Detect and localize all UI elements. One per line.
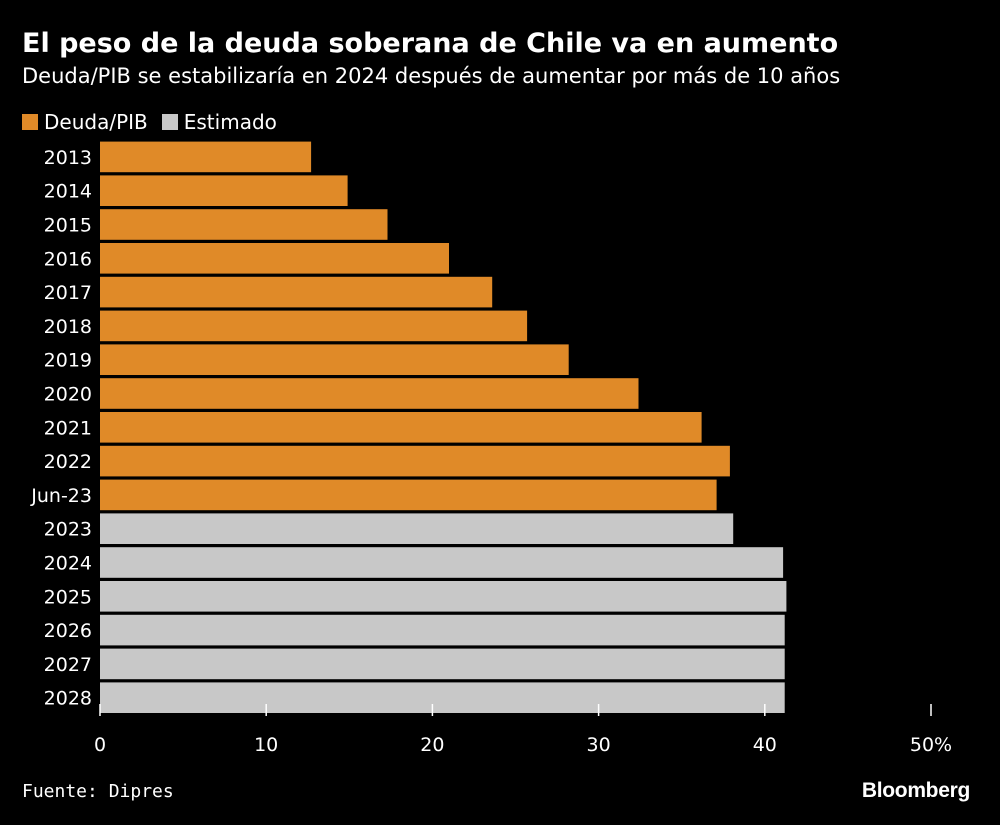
legend: Deuda/PIB Estimado: [22, 109, 291, 135]
legend-label-deuda: Deuda/PIB: [44, 110, 148, 134]
y-tick-label-2013: 2013: [44, 147, 92, 169]
x-tick-label-20: 20: [420, 734, 444, 756]
bar-2021: [100, 412, 702, 443]
bar-2016: [100, 243, 449, 274]
bar-chart: 2013 2014 2015 2016 2017 2018 2019 2020 2021 2022…: [30, 141, 952, 756]
y-tick-label-2015: 2015: [44, 215, 92, 237]
y-tick-label-2021: 2021: [44, 417, 92, 439]
bar-2017: [100, 276, 493, 308]
y-tick-label-2020: 2020: [44, 384, 92, 406]
source-note: Fuente: Dipres: [22, 781, 174, 802]
bar-2013: [100, 141, 312, 173]
bar-2026: [100, 614, 785, 646]
bar-2020: [100, 378, 639, 409]
x-tick-label-50: 50%: [910, 734, 952, 756]
y-tick-label-2017: 2017: [44, 282, 92, 304]
legend-swatch-estimado: [161, 114, 178, 130]
bar-2025: [100, 581, 787, 612]
bar-2027: [100, 648, 785, 680]
bar-2028: [100, 682, 785, 713]
bar-2024: [100, 547, 784, 578]
legend-swatch-deuda: [22, 114, 38, 130]
bar-2022: [100, 445, 730, 477]
bar-jun-23: [100, 479, 717, 511]
y-tick-label-2025: 2025: [44, 586, 92, 608]
x-tick-label-10: 10: [254, 734, 278, 756]
bar-2019: [100, 344, 569, 375]
x-tick-label-40: 40: [753, 734, 777, 756]
legend-item-estimado: Estimado: [161, 110, 277, 134]
x-tick-label-0: 0: [94, 734, 106, 756]
brand-logo: Bloomberg: [861, 779, 970, 802]
y-tick-label-2016: 2016: [44, 248, 92, 270]
x-tick-label-30: 30: [587, 734, 611, 756]
legend-label-estimado: Estimado: [183, 110, 277, 134]
y-tick-label-2024: 2024: [44, 553, 92, 575]
bar-2015: [100, 209, 388, 240]
y-tick-label-2026: 2026: [44, 620, 92, 642]
chart-title: El peso de la deuda soberana de Chile va…: [22, 28, 839, 59]
bar-2014: [100, 175, 348, 206]
y-tick-label-2027: 2027: [44, 654, 92, 676]
y-tick-label-2018: 2018: [44, 316, 92, 338]
y-tick-label-2019: 2019: [44, 350, 92, 372]
chart-subtitle: Deuda/PIB se estabilizaría en 2024 despu…: [22, 64, 841, 88]
y-tick-label-2023: 2023: [44, 519, 92, 541]
bar-2023: [100, 513, 734, 544]
y-tick-label-2022: 2022: [44, 451, 92, 473]
bar-2018: [100, 310, 528, 342]
y-tick-label-2014: 2014: [44, 181, 92, 203]
y-tick-label-jun-23: Jun-23: [30, 485, 92, 507]
legend-item-deuda: Deuda/PIB: [22, 110, 148, 134]
y-tick-label-2028: 2028: [44, 688, 92, 710]
